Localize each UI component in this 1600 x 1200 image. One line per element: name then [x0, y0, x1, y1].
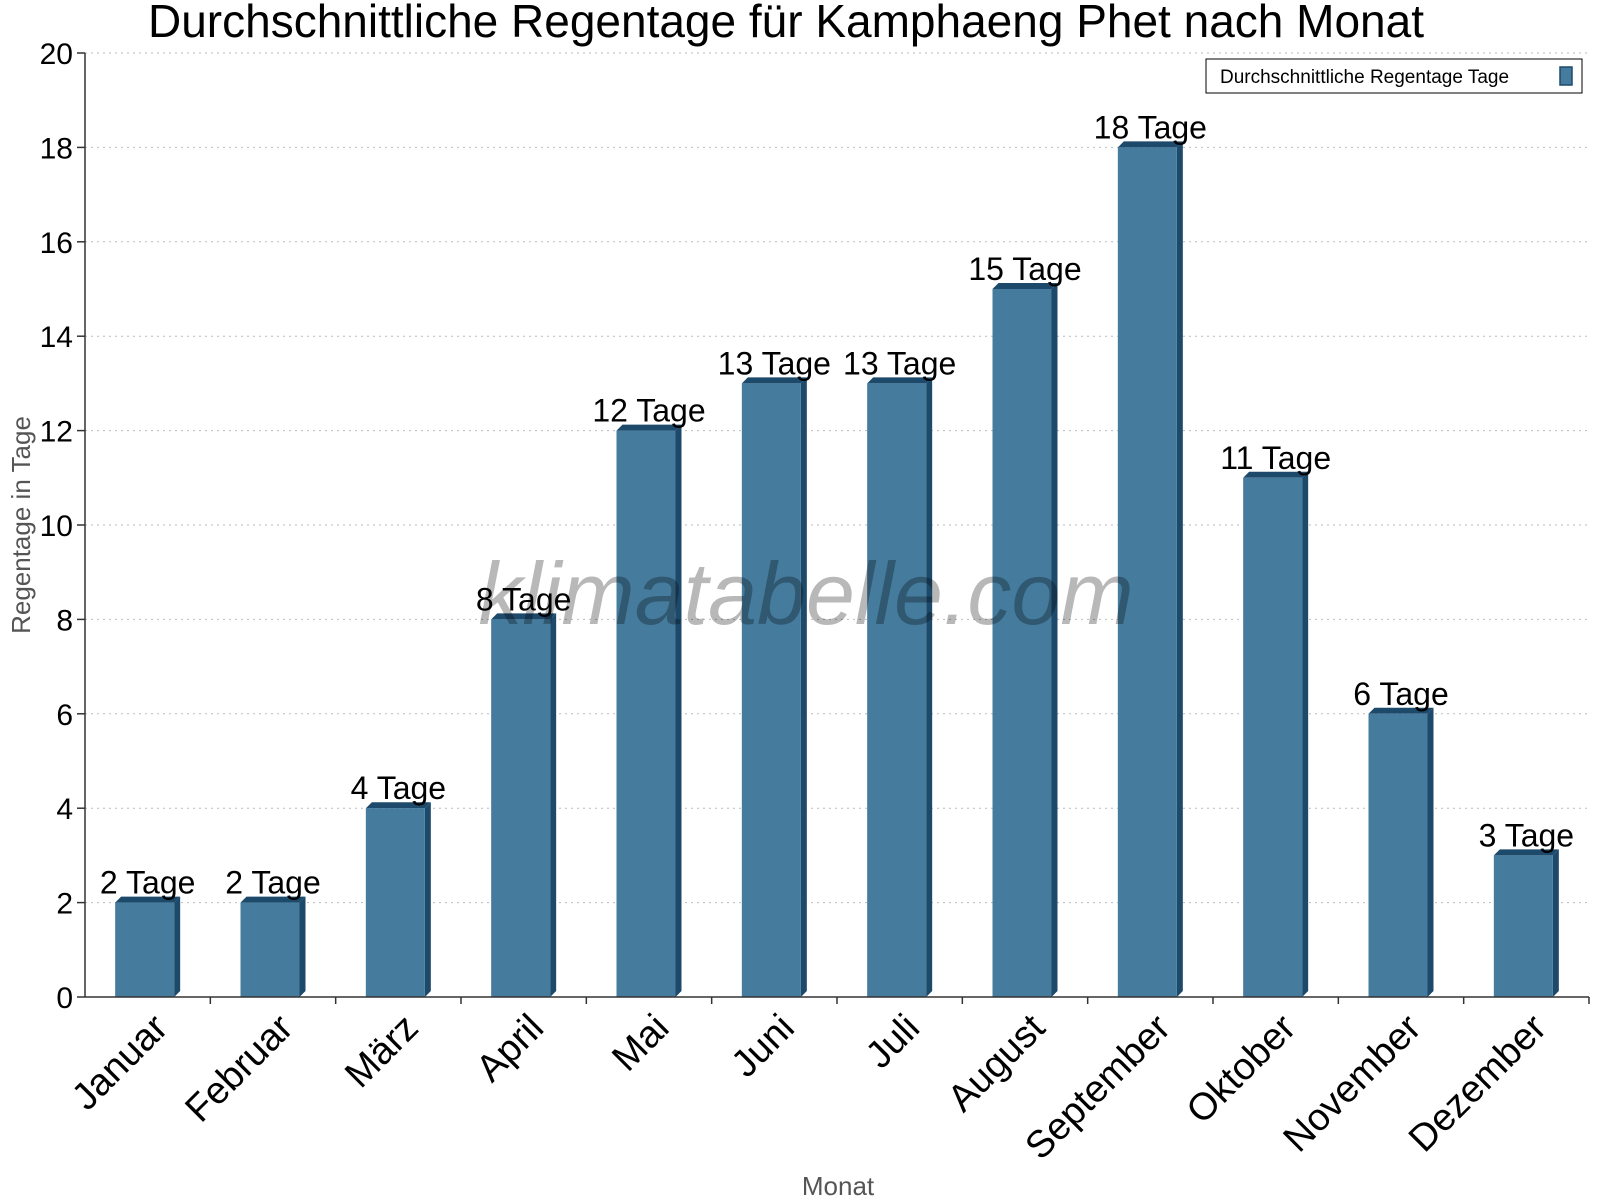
bar-top [867, 377, 933, 384]
x-tick-label: Juli [858, 1007, 928, 1077]
y-tick-label: 14 [40, 321, 73, 354]
bar-front [1493, 855, 1553, 997]
data-label: 6 Tage [1353, 676, 1449, 712]
bar-side [675, 424, 682, 998]
bar-top [240, 896, 306, 903]
bar [1117, 141, 1183, 997]
bar-front [240, 902, 300, 997]
x-tick-label: Februar [178, 1006, 302, 1130]
bar-front [115, 902, 175, 997]
y-tick-label: 2 [56, 888, 73, 921]
bar-top [616, 424, 682, 431]
bar-front [1243, 477, 1303, 997]
bar [616, 424, 682, 998]
y-tick-label: 8 [56, 604, 73, 637]
x-tick-label: März [337, 1007, 426, 1096]
data-label: 2 Tage [100, 865, 196, 901]
bars [115, 141, 1559, 998]
bar-top [1368, 707, 1434, 714]
x-tick-label: Juni [724, 1007, 803, 1086]
data-labels: 2 Tage 2 Tage 4 Tage 8 Tage 12 Tage 13 Tage 13… [100, 109, 1574, 900]
bar-side [1176, 141, 1183, 997]
bar [992, 283, 1058, 997]
bar-front [1117, 147, 1177, 997]
bar [741, 377, 807, 997]
legend-box [1205, 58, 1583, 94]
x-axis-title: Monat [802, 1171, 875, 1200]
bar [365, 802, 431, 997]
bar-top [741, 377, 807, 384]
data-label: 4 Tage [351, 770, 447, 806]
bar-side [299, 896, 306, 997]
bar [1243, 471, 1309, 997]
y-tick-label: 4 [56, 793, 73, 826]
y-axis-title: Regentage in Tage [6, 416, 36, 634]
bar-side [1302, 471, 1309, 997]
bar-side [1552, 849, 1559, 997]
bar-front [992, 289, 1052, 997]
bar-side [1427, 707, 1434, 997]
bar-side [1051, 283, 1058, 997]
bar-top [365, 802, 431, 809]
data-label: 12 Tage [592, 393, 705, 429]
bar-front [741, 383, 801, 997]
y-tick-label: 0 [56, 982, 73, 1015]
bar-front [867, 383, 927, 997]
bar-top [1117, 141, 1183, 148]
bar [867, 377, 933, 997]
y-axis-ticks: 0 2 4 6 8 10 12 14 16 18 20 [40, 38, 85, 1015]
bar-top [1243, 471, 1309, 478]
y-tick-label: 20 [40, 38, 73, 71]
bar-front [365, 808, 425, 997]
data-label: 18 Tage [1094, 109, 1207, 145]
chart-title: Durchschnittliche Regentage für Kamphaen… [148, 0, 1424, 47]
watermark-text: klimatabelle.com [478, 544, 1133, 643]
data-label: 13 Tage [843, 345, 956, 381]
data-label: 15 Tage [968, 251, 1081, 287]
bar-front [616, 430, 676, 998]
y-tick-label: 12 [40, 416, 73, 449]
bar-side [926, 377, 933, 997]
bar-top [992, 283, 1058, 289]
y-tick-label: 6 [56, 699, 73, 732]
bar-side [800, 377, 807, 997]
bar-side [550, 613, 557, 997]
data-label: 13 Tage [718, 345, 831, 381]
x-tick-label: Oktober [1179, 1006, 1305, 1132]
legend-swatch [1559, 66, 1573, 86]
data-label: 8 Tage [476, 581, 572, 617]
bar-front [491, 619, 551, 997]
y-tick-label: 16 [40, 227, 73, 260]
bar-side [424, 802, 431, 997]
y-tick-label: 10 [40, 510, 73, 543]
data-label: 3 Tage [1479, 817, 1575, 853]
bar-side [174, 896, 181, 997]
legend-label: Durchschnittliche Regentage Tage [1220, 67, 1509, 88]
data-label: 2 Tage [225, 865, 321, 901]
bar-top [491, 613, 557, 620]
legend: Durchschnittliche Regentage Tage [1205, 58, 1583, 94]
x-tick-label: Dezember [1401, 1006, 1555, 1160]
bar [1368, 707, 1434, 997]
bar [491, 613, 557, 997]
gridlines [85, 52, 1589, 904]
x-tick-label: Mai [604, 1007, 677, 1080]
x-tick-label: August [940, 1006, 1054, 1120]
bar-front [1368, 713, 1428, 997]
bar [1493, 849, 1559, 997]
bar-top [115, 896, 181, 903]
x-axis-ticks: Januar Februar März April Mai Juni Juli AugustS… [64, 997, 1590, 1168]
x-tick-label: April [469, 1007, 552, 1090]
x-tick-label: Januar [64, 1006, 176, 1118]
bar [240, 896, 306, 997]
bar [115, 896, 181, 997]
y-tick-label: 18 [40, 132, 73, 165]
data-label: 11 Tage [1220, 440, 1331, 476]
bar-top [1493, 849, 1559, 856]
